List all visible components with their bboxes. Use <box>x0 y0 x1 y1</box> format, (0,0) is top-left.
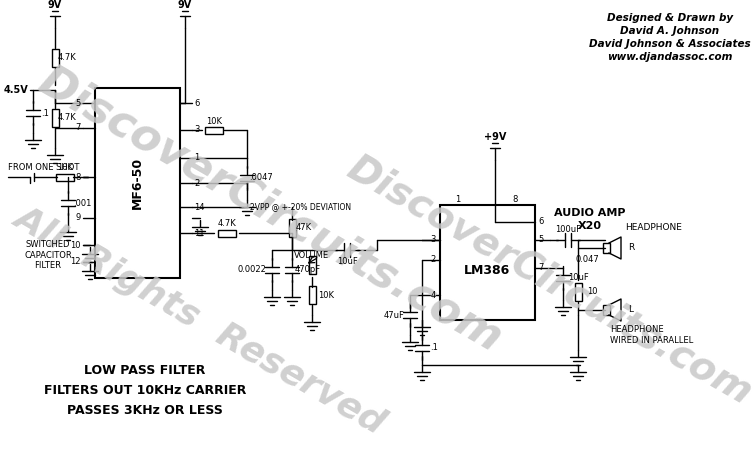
Text: AUDIO AMP: AUDIO AMP <box>554 208 626 218</box>
Text: X20: X20 <box>578 221 602 231</box>
Text: 4: 4 <box>431 290 436 299</box>
Text: MF6-50: MF6-50 <box>130 157 143 209</box>
Text: 9V: 9V <box>48 0 62 10</box>
Text: 2VPP @ +-20% DEVIATION: 2VPP @ +-20% DEVIATION <box>250 203 351 212</box>
Text: FILTERS OUT 10KHz CARRIER: FILTERS OUT 10KHz CARRIER <box>44 383 247 396</box>
Text: David A. Johnson: David A. Johnson <box>621 26 719 36</box>
Text: SWITCHED
CAPACITOR
FILTER: SWITCHED CAPACITOR FILTER <box>24 240 72 270</box>
Text: 4.7K: 4.7K <box>57 54 76 63</box>
Text: 5: 5 <box>538 235 543 245</box>
Bar <box>289 219 296 237</box>
Text: 10: 10 <box>71 241 81 249</box>
Text: 7: 7 <box>538 263 544 273</box>
Text: DiscoverCircuits.com: DiscoverCircuits.com <box>341 148 754 412</box>
Text: FROM ONE SHOT: FROM ONE SHOT <box>8 163 79 172</box>
Text: LM386: LM386 <box>464 263 510 276</box>
Bar <box>52 109 59 127</box>
Text: 47uF: 47uF <box>384 311 404 319</box>
Text: David Johnson & Associates: David Johnson & Associates <box>589 39 751 49</box>
Bar <box>603 243 610 253</box>
Bar <box>52 49 59 67</box>
Text: 11: 11 <box>194 228 204 238</box>
Text: 4.7K: 4.7K <box>218 219 236 228</box>
Text: 10uF: 10uF <box>336 256 357 266</box>
Text: 3: 3 <box>431 235 436 245</box>
Bar <box>205 127 223 134</box>
Text: 10K: 10K <box>206 116 222 126</box>
Text: 10uF: 10uF <box>568 274 588 283</box>
Text: 6: 6 <box>194 99 199 107</box>
Text: L: L <box>628 305 633 314</box>
Text: 5: 5 <box>75 99 81 107</box>
Text: DiscoverCircuits.com: DiscoverCircuits.com <box>31 59 510 361</box>
Text: 10K: 10K <box>318 290 334 299</box>
Bar <box>575 283 582 301</box>
Text: HEADPHONE: HEADPHONE <box>625 224 682 233</box>
Bar <box>95 88 180 278</box>
Text: PASSES 3KHz OR LESS: PASSES 3KHz OR LESS <box>67 403 223 417</box>
Text: .001: .001 <box>73 198 91 207</box>
Bar <box>218 230 236 237</box>
Text: 2: 2 <box>194 178 199 187</box>
Text: www.djandassoc.com: www.djandassoc.com <box>607 52 733 62</box>
Text: 47K: 47K <box>296 224 312 233</box>
Text: 8: 8 <box>75 172 81 182</box>
Text: 10K: 10K <box>57 163 73 172</box>
Text: +9V: +9V <box>484 132 506 142</box>
Text: 7: 7 <box>75 123 81 133</box>
Bar <box>603 305 610 315</box>
Bar <box>56 174 74 181</box>
Text: VOLUME: VOLUME <box>295 250 329 260</box>
Text: 6: 6 <box>538 218 544 226</box>
Text: 12: 12 <box>71 257 81 267</box>
Text: .0047: .0047 <box>249 174 273 183</box>
Text: 14: 14 <box>194 203 204 212</box>
Text: 0.047: 0.047 <box>575 255 599 264</box>
Text: 1: 1 <box>194 154 199 163</box>
Text: .1: .1 <box>430 344 438 353</box>
Text: 2: 2 <box>431 255 436 264</box>
Text: R: R <box>628 243 634 253</box>
Bar <box>309 286 316 304</box>
Text: 3: 3 <box>194 126 199 134</box>
Text: All  Rights  Reserved: All Rights Reserved <box>8 200 391 440</box>
Text: 100uF: 100uF <box>555 225 581 234</box>
Text: 10: 10 <box>587 288 597 297</box>
Text: 470pF: 470pF <box>295 266 321 275</box>
Text: HEADPHONE
WIRED IN PARALLEL: HEADPHONE WIRED IN PARALLEL <box>610 325 693 345</box>
Bar <box>309 256 316 274</box>
Text: LOW PASS FILTER: LOW PASS FILTER <box>84 363 206 376</box>
Text: 4.7K: 4.7K <box>57 113 76 122</box>
Bar <box>440 205 535 320</box>
Text: .1: .1 <box>41 108 49 118</box>
Text: 0.0022: 0.0022 <box>238 266 266 275</box>
Text: Designed & Drawn by: Designed & Drawn by <box>607 13 733 23</box>
Text: 9V: 9V <box>178 0 192 10</box>
Text: 8: 8 <box>512 196 518 205</box>
Text: 9: 9 <box>75 213 81 222</box>
Text: 1: 1 <box>455 196 461 205</box>
Text: 4.5V: 4.5V <box>3 85 28 95</box>
